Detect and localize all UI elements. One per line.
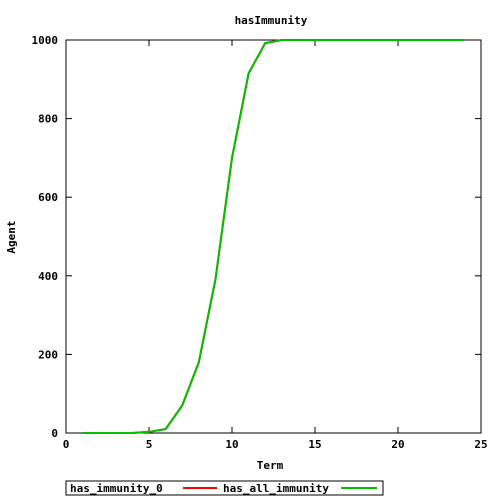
- series-line-has_all_immunity: [82, 39, 465, 434]
- chart-title: hasImmunity: [235, 14, 308, 27]
- plot-area-frame: [65, 39, 482, 434]
- x-axis-label: Term: [257, 459, 284, 472]
- y-tick-label: 1000: [32, 34, 59, 47]
- series-lines: [82, 39, 465, 434]
- x-tick-label: 20: [391, 438, 404, 451]
- series-line-has_immunity_0: [82, 39, 465, 434]
- x-tick-label: 10: [225, 438, 238, 451]
- legend-box: [65, 480, 384, 496]
- y-tick-label: 0: [51, 427, 58, 440]
- x-tick-label: 25: [474, 438, 487, 451]
- legend-label-has_immunity_0: has_immunity_0: [70, 482, 163, 495]
- x-tick-label: 0: [63, 438, 70, 451]
- legend: has_immunity_0 has_all_immunity: [70, 482, 377, 495]
- y-tick-label: 600: [38, 191, 58, 204]
- x-tick-label: 15: [308, 438, 321, 451]
- x-tick-label: 5: [146, 438, 153, 451]
- y-tick-label: 800: [38, 113, 58, 126]
- y-axis-label: Agent: [5, 220, 18, 253]
- y-tick-label: 400: [38, 270, 58, 283]
- y-tick-label: 200: [38, 348, 58, 361]
- legend-label-has_all_immunity: has_all_immunity: [223, 482, 329, 495]
- axis-ticks: 0 5 10 15 20 25 0 200 400 600 800 1000: [32, 34, 488, 451]
